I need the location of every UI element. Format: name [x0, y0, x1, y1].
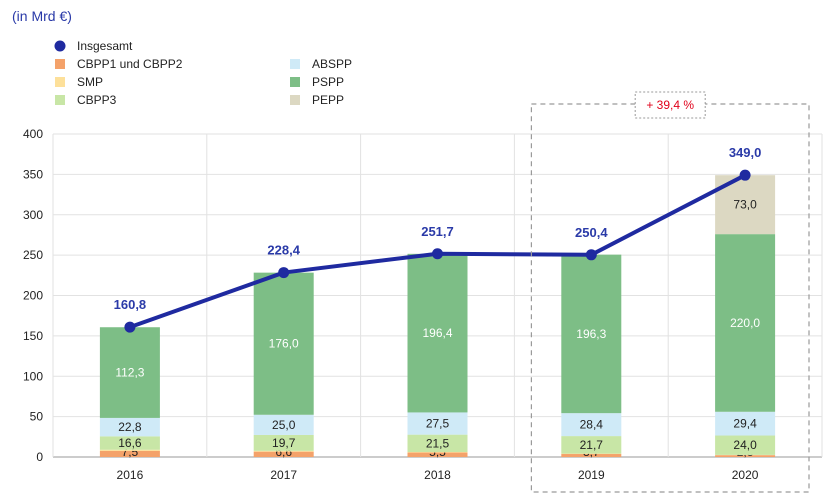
- total-label: 349,0: [729, 145, 762, 160]
- segment-label: 16,6: [118, 436, 142, 450]
- annotation-box: [634, 91, 706, 119]
- bar-segment: [253, 272, 314, 415]
- bar-segment: [99, 327, 160, 418]
- segment-label: 27,5: [426, 417, 450, 431]
- legend-swatch: [290, 95, 300, 105]
- legend-label: PSPP: [312, 75, 344, 89]
- annotation-text: + 39,4 %: [646, 98, 694, 112]
- x-tick-label: 2017: [270, 468, 297, 482]
- bar-segment: [407, 452, 468, 457]
- bar-segment: [561, 413, 622, 437]
- segment-label: 176,0: [269, 337, 299, 351]
- y-tick-label: 300: [23, 208, 43, 222]
- bar-segment: [561, 254, 622, 414]
- segment-label: 24,0: [733, 438, 757, 452]
- segment-label: 196,4: [422, 326, 452, 340]
- total-point: [739, 169, 751, 181]
- bar-segment: [715, 234, 776, 412]
- bar-segment: [99, 417, 160, 437]
- legend-label: CBPP1 und CBPP2: [77, 57, 183, 71]
- legend-swatch: [55, 59, 65, 69]
- x-tick-label: 2018: [424, 468, 451, 482]
- total-label: 160,8: [114, 297, 147, 312]
- x-tick-label: 2020: [732, 468, 759, 482]
- legend-swatch: [290, 59, 300, 69]
- bar-segment: [253, 450, 314, 452]
- total-label: 251,7: [421, 224, 454, 239]
- segment-label: 112,3: [115, 366, 144, 380]
- legend-label: SMP: [77, 75, 103, 89]
- total-point: [278, 267, 290, 279]
- y-tick-label: 400: [23, 127, 43, 141]
- segment-label: 73,0: [733, 198, 757, 212]
- y-tick-label: 350: [23, 167, 43, 181]
- bar-segment: [407, 434, 468, 452]
- x-tick-label: 2019: [578, 468, 605, 482]
- segment-label: 220,0: [730, 316, 760, 330]
- y-tick-label: 50: [30, 410, 44, 424]
- segment-label: 29,4: [733, 417, 757, 431]
- bar-segment: [715, 435, 776, 455]
- bar-segment: [99, 436, 160, 450]
- bar-segment: [407, 412, 468, 435]
- legend-label: Insgesamt: [77, 39, 133, 53]
- y-tick-label: 250: [23, 248, 43, 262]
- y-tick-label: 200: [23, 289, 43, 303]
- segment-label: 25,0: [272, 418, 296, 432]
- x-tick-label: 2016: [117, 468, 144, 482]
- segment-label: 28,4: [580, 418, 604, 432]
- bar-segment: [561, 436, 622, 454]
- bar-segment: [253, 414, 314, 435]
- legend-swatch: [55, 95, 65, 105]
- bar-segment: [99, 449, 160, 451]
- legend-label: CBPP3: [77, 93, 117, 107]
- total-label: 228,4: [267, 243, 300, 258]
- segment-label: 196,3: [576, 327, 606, 341]
- legend-swatch: [290, 77, 300, 87]
- bar-segment: [561, 454, 622, 457]
- total-point: [124, 321, 136, 333]
- bar-segment: [253, 451, 314, 457]
- segment-label: 19,7: [272, 436, 296, 450]
- legend-label: ABSPP: [312, 57, 352, 71]
- bar-segment: [407, 253, 468, 413]
- unit-label: (in Mrd €): [12, 8, 72, 24]
- bar-segment: [99, 450, 160, 457]
- segment-label: 22,8: [118, 420, 142, 434]
- total-point: [585, 249, 597, 261]
- y-tick-label: 0: [36, 450, 43, 464]
- total-label: 250,4: [575, 225, 608, 240]
- bar-segment: [715, 455, 776, 457]
- y-tick-label: 150: [23, 329, 43, 343]
- legend-label: PEPP: [312, 93, 344, 107]
- y-tick-label: 100: [23, 369, 43, 383]
- legend-swatch: [55, 77, 65, 87]
- bar-segment: [253, 434, 314, 451]
- segment-label: 21,7: [580, 438, 604, 452]
- bar-segment: [715, 411, 776, 436]
- legend-marker-total: [54, 40, 66, 52]
- total-point: [432, 248, 443, 260]
- bar-segment: [407, 451, 468, 453]
- segment-label: 21,5: [426, 436, 450, 450]
